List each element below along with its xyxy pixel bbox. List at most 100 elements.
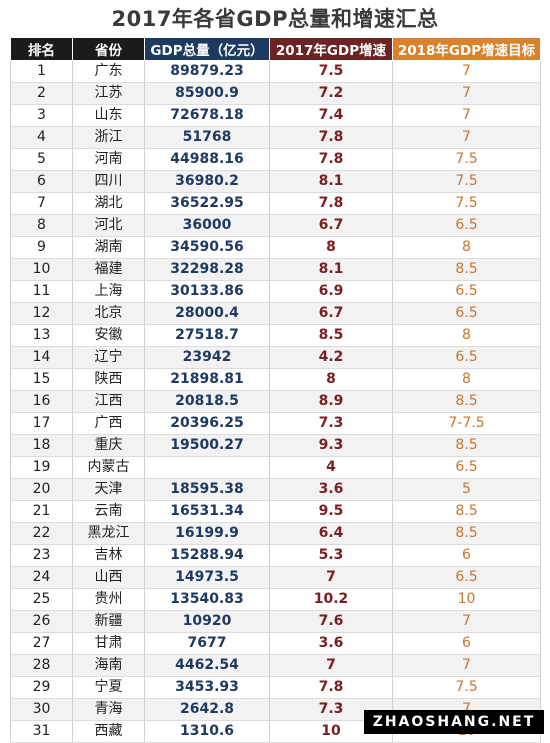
cell-province: 上海 — [72, 280, 145, 303]
cell-rank: 18 — [10, 434, 73, 457]
cell-target-2018: 8.5 — [392, 522, 541, 545]
cell-growth-2017: 8.5 — [269, 324, 393, 347]
cell-province: 甘肃 — [72, 632, 145, 655]
cell-rank: 12 — [10, 302, 73, 325]
cell-rank: 23 — [10, 544, 73, 567]
cell-rank: 31 — [10, 720, 73, 743]
cell-growth-2017: 7 — [269, 654, 393, 677]
table-row: 27 甘肃 7677 3.6 6 — [10, 632, 541, 655]
page-title: 2017年各省GDP总量和增速汇总 — [111, 7, 439, 31]
cell-gdp: 36980.2 — [144, 170, 270, 193]
cell-province: 黑龙江 — [72, 522, 145, 545]
cell-province: 北京 — [72, 302, 145, 325]
header-target-2018: 2018年GDP增速目标 — [392, 37, 541, 61]
cell-gdp: 4462.54 — [144, 654, 270, 677]
cell-rank: 6 — [10, 170, 73, 193]
cell-growth-2017: 7 — [269, 566, 393, 589]
table-row: 26 新疆 10920 7.6 7 — [10, 610, 541, 633]
table-row: 15 陕西 21898.81 8 8 — [10, 368, 541, 391]
table-row: 24 山西 14973.5 7 6.5 — [10, 566, 541, 589]
cell-province: 山东 — [72, 104, 145, 127]
cell-target-2018: 5 — [392, 478, 541, 501]
watermark-logo: ZHAOSHANG.NET — [364, 710, 544, 734]
cell-gdp: 85900.9 — [144, 82, 270, 105]
cell-target-2018: 7 — [392, 60, 541, 83]
cell-rank: 26 — [10, 610, 73, 633]
cell-growth-2017: 7.8 — [269, 148, 393, 171]
cell-province: 河南 — [72, 148, 145, 171]
cell-province: 新疆 — [72, 610, 145, 633]
cell-target-2018: 7-7.5 — [392, 412, 541, 435]
cell-growth-2017: 8.9 — [269, 390, 393, 413]
cell-gdp — [144, 456, 270, 479]
cell-rank: 20 — [10, 478, 73, 501]
cell-growth-2017: 6.4 — [269, 522, 393, 545]
cell-target-2018: 8 — [392, 324, 541, 347]
cell-gdp: 10920 — [144, 610, 270, 633]
cell-gdp: 15288.94 — [144, 544, 270, 567]
cell-gdp: 13540.83 — [144, 588, 270, 611]
cell-province: 安徽 — [72, 324, 145, 347]
table-row: 14 辽宁 23942 4.2 6.5 — [10, 346, 541, 369]
cell-growth-2017: 4 — [269, 456, 393, 479]
cell-target-2018: 6 — [392, 632, 541, 655]
cell-gdp: 14973.5 — [144, 566, 270, 589]
cell-gdp: 1310.6 — [144, 720, 270, 743]
cell-growth-2017: 6.7 — [269, 214, 393, 237]
cell-rank: 9 — [10, 236, 73, 259]
cell-growth-2017: 10.2 — [269, 588, 393, 611]
cell-growth-2017: 9.5 — [269, 500, 393, 523]
cell-province: 陕西 — [72, 368, 145, 391]
cell-target-2018: 8 — [392, 368, 541, 391]
cell-target-2018: 7 — [392, 126, 541, 149]
cell-province: 湖北 — [72, 192, 145, 215]
cell-gdp: 34590.56 — [144, 236, 270, 259]
table-row: 12 北京 28000.4 6.7 6.5 — [10, 302, 541, 325]
cell-rank: 19 — [10, 456, 73, 479]
cell-target-2018: 7 — [392, 654, 541, 677]
table-body: 1 广东 89879.23 7.5 7 2 江苏 85900.9 7.2 7 3 山东 72678.18… — [10, 60, 541, 743]
cell-gdp: 51768 — [144, 126, 270, 149]
cell-gdp: 72678.18 — [144, 104, 270, 127]
table-row: 8 河北 36000 6.7 6.5 — [10, 214, 541, 237]
cell-growth-2017: 8.1 — [269, 170, 393, 193]
cell-target-2018: 7 — [392, 610, 541, 633]
cell-growth-2017: 3.6 — [269, 478, 393, 501]
cell-rank: 3 — [10, 104, 73, 127]
header-row: 排名 省份 GDP总量（亿元） 2017年GDP增速 2018年GDP增速目标 — [10, 37, 541, 61]
cell-province: 天津 — [72, 478, 145, 501]
cell-rank: 14 — [10, 346, 73, 369]
cell-gdp: 20818.5 — [144, 390, 270, 413]
cell-growth-2017: 4.2 — [269, 346, 393, 369]
cell-target-2018: 6 — [392, 544, 541, 567]
cell-gdp: 36522.95 — [144, 192, 270, 215]
cell-province: 青海 — [72, 698, 145, 721]
table-row: 4 浙江 51768 7.8 7 — [10, 126, 541, 149]
cell-province: 辽宁 — [72, 346, 145, 369]
table-row: 22 黑龙江 16199.9 6.4 8.5 — [10, 522, 541, 545]
table-row: 16 江西 20818.5 8.9 8.5 — [10, 390, 541, 413]
table-row: 7 湖北 36522.95 7.8 7.5 — [10, 192, 541, 215]
cell-target-2018: 7.5 — [392, 192, 541, 215]
header-gdp: GDP总量（亿元） — [144, 37, 270, 61]
cell-target-2018: 7.5 — [392, 170, 541, 193]
cell-province: 福建 — [72, 258, 145, 281]
cell-growth-2017: 6.7 — [269, 302, 393, 325]
table-row: 23 吉林 15288.94 5.3 6 — [10, 544, 541, 567]
cell-growth-2017: 5.3 — [269, 544, 393, 567]
cell-growth-2017: 7.8 — [269, 126, 393, 149]
cell-growth-2017: 3.6 — [269, 632, 393, 655]
cell-target-2018: 8.5 — [392, 390, 541, 413]
table-row: 29 宁夏 3453.93 7.8 7.5 — [10, 676, 541, 699]
cell-target-2018: 7 — [392, 82, 541, 105]
header-province: 省份 — [72, 37, 145, 61]
table-row: 5 河南 44988.16 7.8 7.5 — [10, 148, 541, 171]
cell-rank: 8 — [10, 214, 73, 237]
cell-target-2018: 10 — [392, 588, 541, 611]
cell-rank: 21 — [10, 500, 73, 523]
cell-growth-2017: 6.9 — [269, 280, 393, 303]
cell-growth-2017: 7.8 — [269, 676, 393, 699]
cell-province: 广西 — [72, 412, 145, 435]
cell-gdp: 23942 — [144, 346, 270, 369]
table-row: 11 上海 30133.86 6.9 6.5 — [10, 280, 541, 303]
